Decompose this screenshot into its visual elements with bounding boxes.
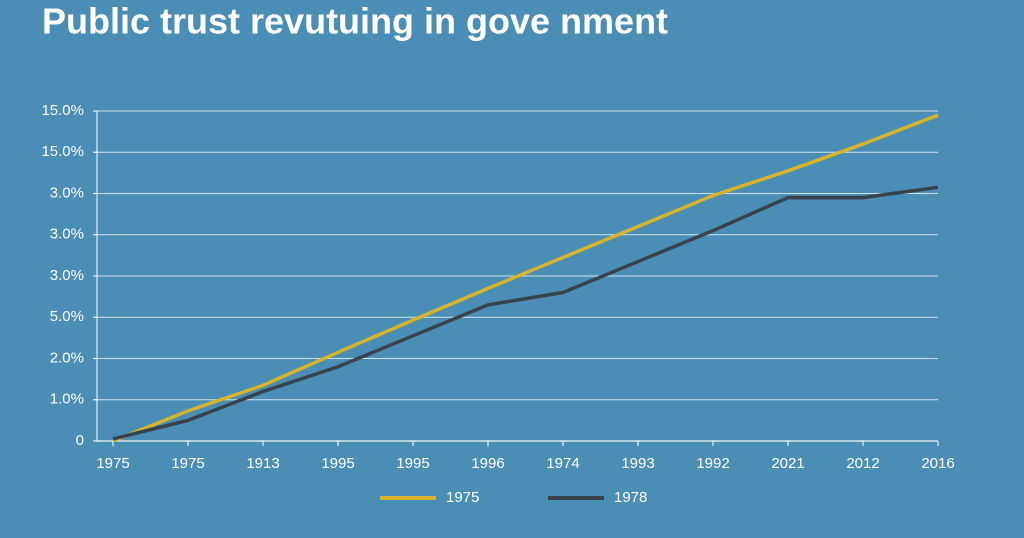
x-tick-label: 1975: [171, 455, 204, 472]
x-tick-label: 1995: [396, 455, 429, 472]
y-tick-label: 5.0%: [50, 308, 84, 325]
y-tick-label: 3.0%: [50, 267, 84, 284]
x-tick-label: 1975: [96, 455, 129, 472]
x-tick-label: 1995: [321, 455, 354, 472]
x-tick-label: 2016: [921, 455, 954, 472]
y-tick-label: 3.0%: [50, 184, 84, 201]
x-tick-label: 2021: [771, 455, 804, 472]
x-tick-label: 1974: [546, 455, 579, 472]
y-tick-label: 15.0%: [41, 102, 84, 119]
legend-label: 1975: [446, 489, 479, 506]
y-tick-label: 15.0%: [41, 143, 84, 160]
y-tick-label: 2.0%: [50, 349, 84, 366]
legend-label: 1978: [614, 489, 647, 506]
series-line: [112, 185, 939, 441]
x-tick-label: 1996: [471, 455, 504, 472]
x-tick-label: 2012: [846, 455, 879, 472]
chart-title: Public trust revutuing in gove nment: [42, 1, 668, 42]
x-tick-label: 1993: [621, 455, 654, 472]
y-tick-label: 3.0%: [50, 226, 84, 243]
series-line: [112, 113, 939, 443]
x-tick-label: 1913: [246, 455, 279, 472]
y-tick-label: 0: [76, 432, 84, 449]
y-tick-label: 1.0%: [50, 391, 84, 408]
x-tick-label: 1992: [696, 455, 729, 472]
